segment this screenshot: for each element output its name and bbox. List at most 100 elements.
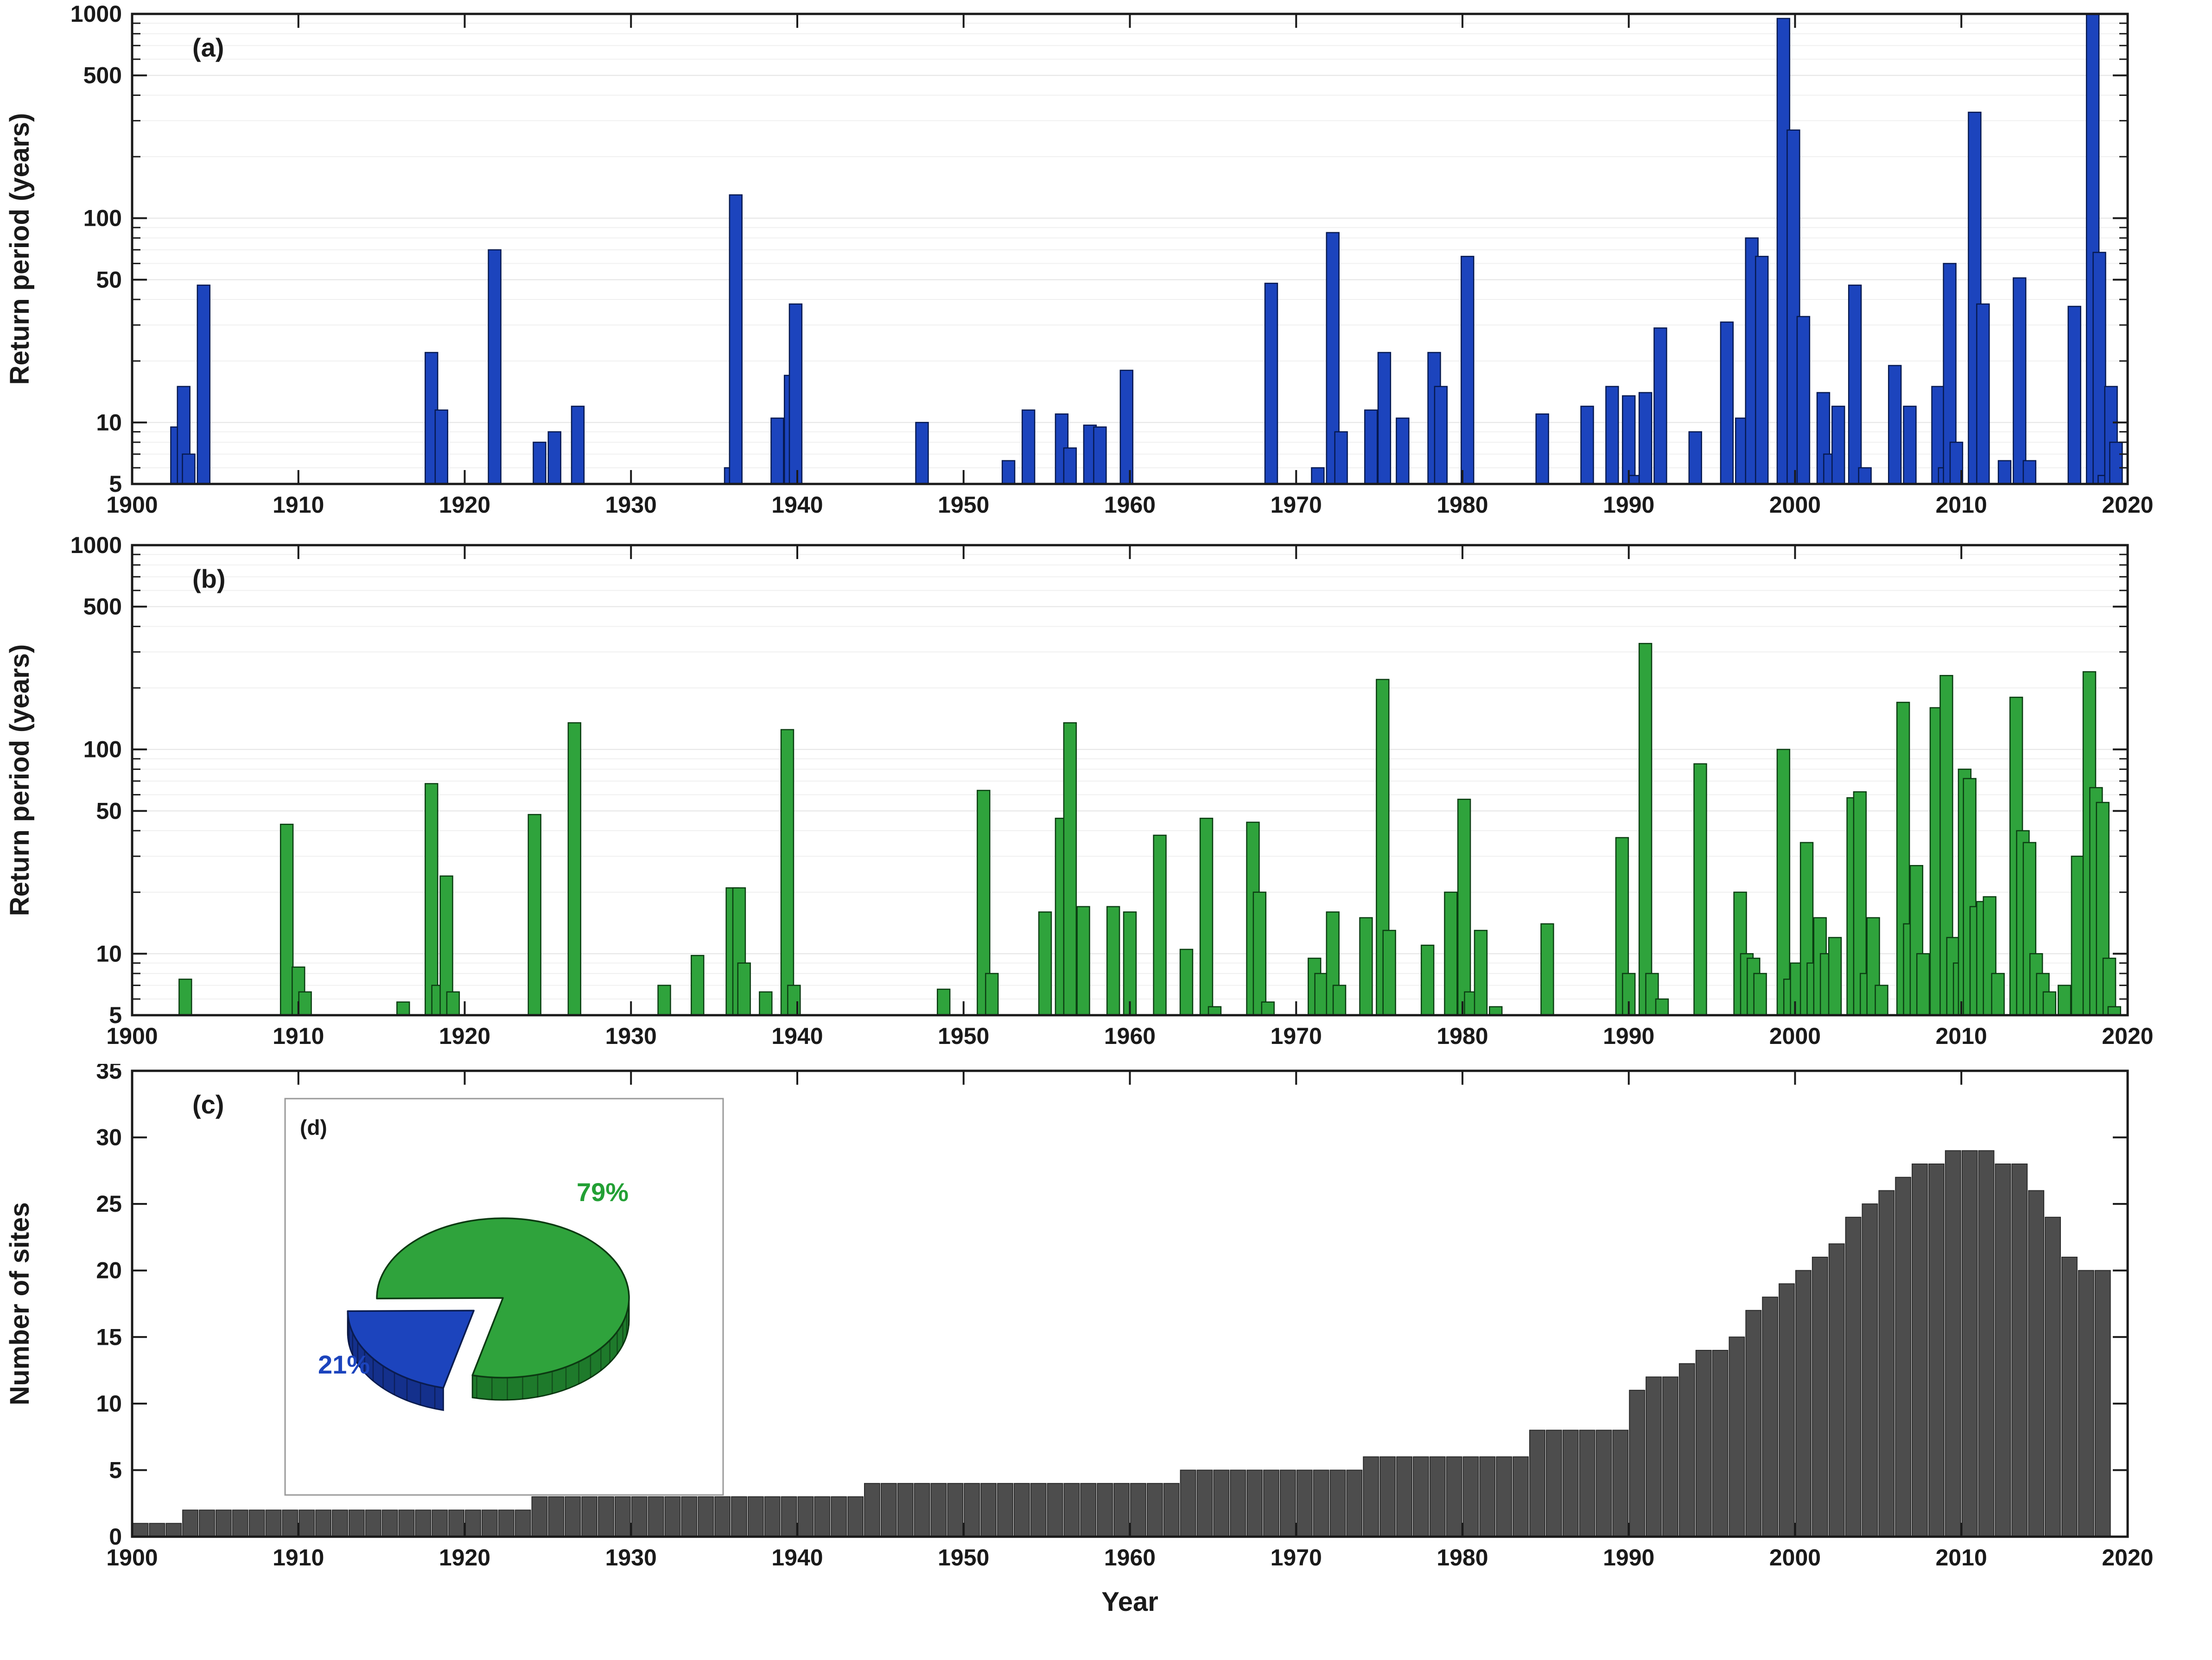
bar — [1545, 1430, 1562, 1537]
bar — [598, 1496, 614, 1537]
bar — [1030, 1483, 1047, 1538]
bar — [1446, 1456, 1462, 1538]
panel-b-label: (b) — [192, 564, 226, 593]
svg-text:1910: 1910 — [273, 492, 324, 518]
bar — [1434, 386, 1448, 485]
bar — [1063, 447, 1077, 485]
panel-b-ylabel: Return period (years) — [5, 644, 35, 916]
bar — [614, 1496, 631, 1537]
bar — [1474, 929, 1488, 1016]
bar — [515, 1509, 531, 1537]
bar — [1208, 1006, 1222, 1016]
bar — [1961, 1150, 1978, 1538]
svg-text:25: 25 — [96, 1191, 122, 1217]
bar — [1462, 1456, 1479, 1538]
svg-text:1980: 1980 — [1437, 1545, 1488, 1571]
bar — [1888, 365, 1902, 485]
svg-text:1920: 1920 — [439, 1023, 490, 1049]
panel-d-label: (d) — [300, 1115, 327, 1139]
bar — [1655, 998, 1669, 1016]
bar — [1076, 906, 1090, 1016]
bar — [985, 973, 999, 1016]
bar — [1329, 1469, 1346, 1538]
bar — [1311, 467, 1325, 485]
bar — [1646, 1376, 1662, 1538]
bar — [465, 1509, 481, 1537]
bar — [897, 1483, 914, 1538]
bar — [1123, 911, 1137, 1016]
bar — [1678, 1363, 1695, 1537]
bar — [528, 814, 541, 1016]
bar — [1638, 642, 1653, 1016]
svg-text:2020: 2020 — [2102, 492, 2153, 518]
bar — [488, 249, 502, 485]
svg-text:100: 100 — [83, 737, 122, 763]
bar — [348, 1509, 365, 1537]
svg-text:1940: 1940 — [771, 492, 823, 518]
bar — [1047, 1483, 1063, 1538]
svg-text:2010: 2010 — [1936, 492, 1987, 518]
bar — [1093, 426, 1107, 485]
bar — [1153, 834, 1167, 1016]
bar — [1828, 937, 1842, 1016]
bar — [1379, 1456, 1396, 1538]
bar — [1396, 1456, 1412, 1538]
bar — [1382, 929, 1396, 1016]
bar — [1622, 395, 1636, 485]
bar — [571, 406, 585, 485]
panel-c-ylabel: Number of sites — [5, 1202, 35, 1405]
bar — [434, 409, 448, 485]
bar — [1513, 1456, 1529, 1538]
bar — [1629, 1390, 1646, 1538]
bar — [880, 1483, 897, 1538]
bar — [1130, 1483, 1146, 1538]
bar — [548, 1496, 565, 1537]
bar — [567, 722, 581, 1016]
bar — [1995, 1164, 2011, 1537]
bar — [1903, 406, 1917, 485]
svg-text:1990: 1990 — [1603, 492, 1654, 518]
svg-text:2010: 2010 — [1936, 1545, 1987, 1571]
bar — [432, 1509, 448, 1537]
svg-text:1940: 1940 — [771, 1545, 823, 1571]
bar — [914, 1483, 930, 1538]
bar — [248, 1509, 265, 1537]
bar — [947, 1483, 964, 1538]
bar — [547, 431, 561, 485]
bar — [787, 985, 801, 1016]
bar — [398, 1509, 415, 1537]
svg-text:1990: 1990 — [1603, 1545, 1654, 1571]
svg-text:1930: 1930 — [605, 1545, 657, 1571]
bar — [280, 823, 294, 1016]
bar — [2102, 957, 2117, 1016]
bar — [1106, 906, 1120, 1016]
bar — [498, 1509, 515, 1537]
bar — [265, 1509, 282, 1537]
svg-text:1980: 1980 — [1437, 492, 1488, 518]
svg-text:50: 50 — [96, 798, 122, 824]
bar — [1326, 232, 1340, 485]
bar — [533, 441, 547, 485]
bar — [1412, 1456, 1429, 1538]
svg-text:100: 100 — [83, 205, 122, 231]
bar — [1831, 406, 1845, 485]
svg-text:2000: 2000 — [1769, 1023, 1821, 1049]
bar — [481, 1509, 498, 1537]
bar — [2092, 252, 2106, 485]
bar — [915, 422, 929, 485]
panel-a-return-period-chart: 1900 1910 1920 1930 1940 1950 1960 1970 1980 1990… — [5, 1, 2154, 518]
svg-text:1900: 1900 — [106, 1023, 158, 1049]
bar — [781, 1496, 797, 1537]
bar — [232, 1509, 248, 1537]
svg-text:1900: 1900 — [106, 1545, 158, 1571]
bar — [997, 1483, 1013, 1538]
panel-a-ylabel: Return period (years) — [5, 113, 35, 385]
bar — [2057, 985, 2072, 1016]
bar — [1540, 923, 1554, 1016]
svg-text:1910: 1910 — [273, 1545, 324, 1571]
svg-text:1960: 1960 — [1104, 1545, 1156, 1571]
bar — [1878, 1190, 1895, 1537]
svg-text:10: 10 — [96, 1391, 122, 1417]
bar — [448, 1509, 464, 1537]
